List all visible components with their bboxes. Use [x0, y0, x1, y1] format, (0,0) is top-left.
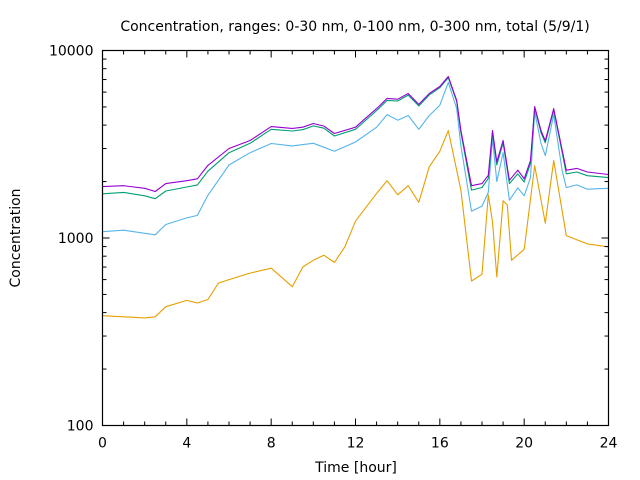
x-tick-label: 16 [431, 436, 449, 452]
x-tick-label: 8 [267, 436, 276, 452]
chart-title: Concentration, ranges: 0-30 nm, 0-100 nm… [120, 19, 589, 35]
x-tick-label: 4 [182, 436, 191, 452]
series-line-0-100-nm [102, 81, 609, 236]
series-line-0-30-nm [102, 130, 609, 319]
x-axis-label: Time [hour] [314, 460, 397, 476]
plot-frame [101, 49, 610, 427]
x-tick-labels: 0 4 8 12 16 20 24 [98, 436, 617, 452]
y-tick-label: 1000 [58, 231, 94, 247]
y-tick-label: 10000 [49, 44, 94, 60]
y-tick-labels: 100 1000 10000 [49, 44, 94, 435]
x-tick-label: 20 [515, 436, 533, 452]
x-tick-label: 24 [600, 436, 618, 452]
series-layer [102, 75, 609, 319]
ticks-layer [102, 50, 609, 426]
y-axis-label: Concentration [8, 188, 24, 287]
y-tick-label: 100 [67, 419, 94, 435]
x-tick-label: 12 [347, 436, 365, 452]
series-line-total [102, 75, 609, 193]
x-tick-label: 0 [98, 436, 107, 452]
